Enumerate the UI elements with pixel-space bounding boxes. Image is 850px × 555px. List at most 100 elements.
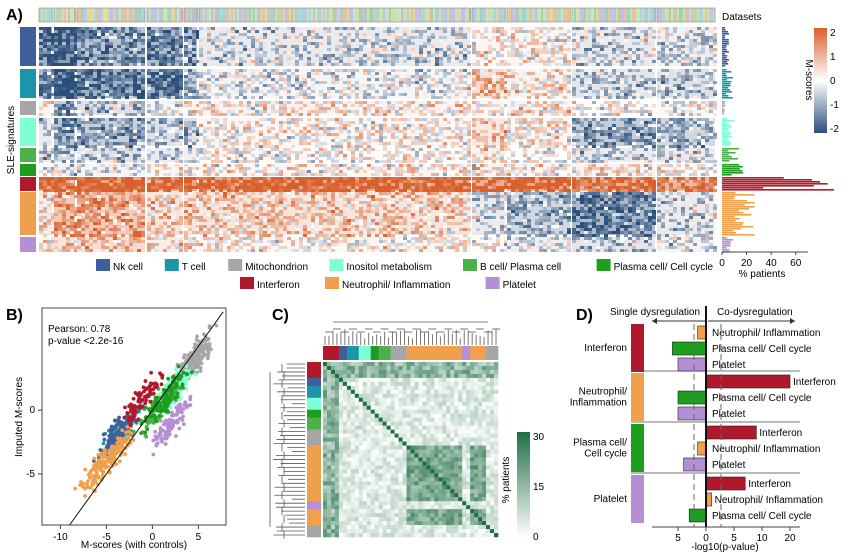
heat-cell [188, 63, 192, 66]
heat-cell [523, 145, 527, 148]
heat-cell [681, 87, 685, 90]
heat-cell [267, 136, 271, 139]
heat-cell [379, 33, 383, 36]
heat-cell [693, 84, 697, 87]
heat-cell [66, 90, 70, 93]
heat-cell [121, 60, 125, 63]
heat-cell [403, 107, 407, 110]
heat-cell [227, 170, 231, 173]
heat-cell [484, 157, 488, 160]
heat-cell [263, 101, 267, 104]
heat-cell [147, 78, 151, 81]
heat-cell [427, 63, 431, 66]
heat-cell [275, 136, 279, 139]
heat-cell [74, 173, 78, 176]
heat-cell [616, 148, 620, 151]
heat-cell [523, 121, 527, 124]
heat-cell [693, 33, 697, 36]
heat-cell [395, 118, 399, 121]
heat-cell [455, 54, 459, 57]
heat-cell [665, 69, 669, 72]
heat-cell [93, 36, 97, 39]
heat-cell [523, 84, 527, 87]
heat-cell [199, 33, 203, 36]
dataset-cell [484, 8, 487, 22]
heat-cell [259, 42, 263, 45]
heat-cell [287, 157, 291, 160]
heat-cell [535, 121, 539, 124]
heat-cell [488, 118, 492, 121]
heat-cell [137, 154, 141, 157]
heat-cell [287, 75, 291, 78]
dataset-cell [496, 8, 499, 22]
heat-cell [179, 75, 183, 78]
heat-cell [665, 127, 669, 130]
heat-cell [612, 113, 616, 116]
heat-cell [492, 90, 496, 93]
dataset-cell [610, 8, 613, 22]
heat-cell [271, 110, 275, 113]
heat-cell [117, 157, 121, 160]
heat-cell [431, 36, 435, 39]
heat-cell [121, 118, 125, 121]
heat-cell [54, 133, 58, 136]
heat-cell [184, 48, 188, 51]
heat-cell [572, 133, 576, 136]
heat-cell [608, 93, 612, 96]
heat-cell [223, 139, 227, 142]
heat-cell [343, 127, 347, 130]
heat-cell [677, 154, 681, 157]
heat-cell [572, 118, 576, 121]
heat-cell [141, 142, 145, 145]
heat-cell [628, 101, 632, 104]
heat-cell [492, 75, 496, 78]
heat-cell [492, 167, 496, 170]
heat-cell [531, 154, 535, 157]
heat-cell [215, 118, 219, 121]
heat-cell [543, 69, 547, 72]
heat-cell [207, 127, 211, 130]
heat-cell [387, 164, 391, 167]
heat-cell [93, 101, 97, 104]
heat-cell [371, 84, 375, 87]
heat-cell [155, 84, 159, 87]
heat-cell [243, 157, 247, 160]
heat-cell [648, 142, 652, 145]
dataset-cell [237, 8, 240, 22]
heat-cell [93, 160, 97, 163]
heat-cell [492, 145, 496, 148]
heat-cell [411, 142, 415, 145]
heat-cell [515, 48, 519, 51]
heat-cell [604, 107, 608, 110]
heat-cell [327, 48, 331, 51]
heat-cell [439, 96, 443, 99]
heat-cell [331, 139, 335, 142]
heat-cell [500, 127, 504, 130]
heat-cell [263, 51, 267, 54]
heat-cell [93, 139, 97, 142]
heat-cell [511, 48, 515, 51]
heat-cell [592, 90, 596, 93]
heat-cell [467, 27, 471, 30]
heat-cell [215, 110, 219, 113]
heat-cell [709, 78, 713, 81]
heat-cell [620, 63, 624, 66]
heat-cell [299, 107, 303, 110]
heat-cell [207, 36, 211, 39]
heat-cell [709, 107, 713, 110]
dataset-cell [163, 8, 166, 22]
heat-cell [567, 69, 571, 72]
heat-cell [271, 121, 275, 124]
heat-cell [219, 45, 223, 48]
heat-cell [275, 57, 279, 60]
heat-cell [423, 96, 427, 99]
heat-cell [62, 118, 66, 121]
heat-cell [85, 118, 89, 121]
heat-cell [640, 78, 644, 81]
dataset-cell [381, 8, 384, 22]
heat-cell [435, 121, 439, 124]
heat-cell [665, 160, 669, 163]
heat-cell [701, 121, 705, 124]
heat-cell [255, 69, 259, 72]
heat-cell [463, 81, 467, 84]
